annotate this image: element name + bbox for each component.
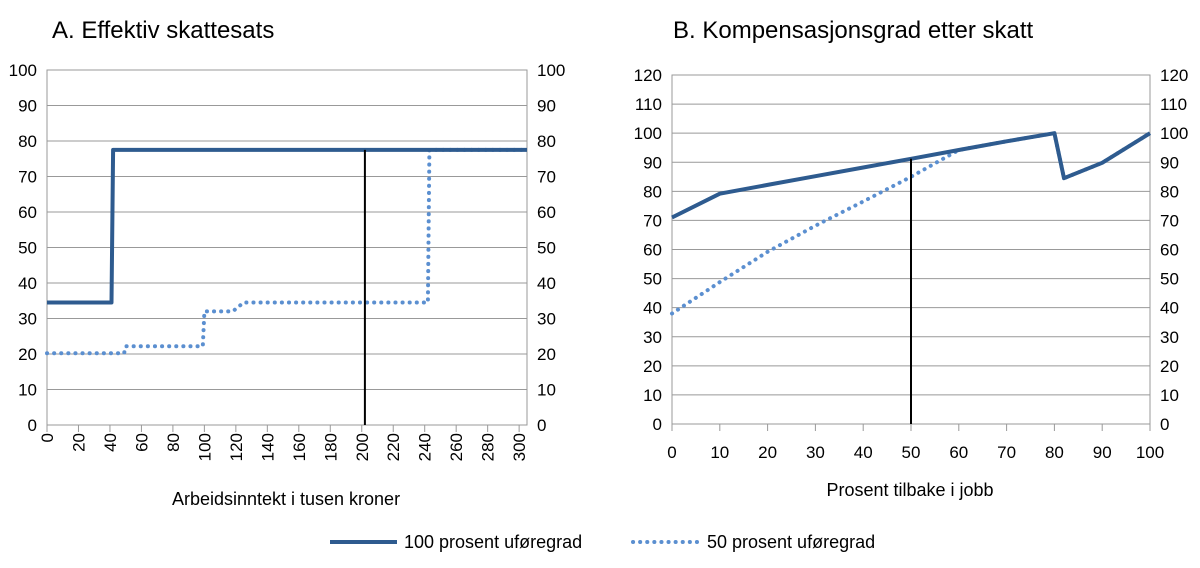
panel-a-ytick-right: 100: [537, 61, 565, 80]
panel-b-ytick-left: 0: [653, 415, 662, 434]
legend-label-50: 50 prosent uføregrad: [707, 532, 875, 552]
panel-a-xtick-label: 300: [510, 433, 529, 461]
panel-b-ytick-right: 40: [1160, 299, 1179, 318]
panel-b-ytick-right: 20: [1160, 357, 1179, 376]
panel-b-xtick-label: 0: [667, 443, 676, 462]
panel-b-xtick-label: 40: [854, 443, 873, 462]
panel-a-ytick-left: 40: [18, 274, 37, 293]
panel-a-ytick-left: 80: [18, 132, 37, 151]
panel-b-ytick-left: 10: [643, 386, 662, 405]
panel-b-xtick-label: 50: [902, 443, 921, 462]
panel-a-ytick-left: 70: [18, 168, 37, 187]
panel-b-series-100: [671, 131, 1152, 220]
panel-b-ytick-left: 120: [634, 66, 662, 85]
legend-label-100: 100 prosent uføregrad: [404, 532, 582, 552]
panel-a-xtick-label: 120: [227, 433, 246, 461]
panel-b-ytick-right: 100: [1160, 124, 1188, 143]
panel-b-ytick-left: 60: [643, 241, 662, 260]
panel-b-ytick-left: 40: [643, 299, 662, 318]
panel-a-xtick-label: 0: [38, 433, 57, 442]
panel-a-xtick-label: 60: [132, 433, 151, 452]
panel-a: A. Effektiv skattesats Arbeidsinntekt i …: [9, 17, 566, 509]
panel-a-ytick-right: 70: [537, 168, 556, 187]
panel-b-xtick-label: 70: [997, 443, 1016, 462]
panel-b-ytick-left: 80: [643, 182, 662, 201]
panel-a-xtick-label: 240: [416, 433, 435, 461]
panel-a-ytick-left: 20: [18, 345, 37, 364]
panel-a-ytick-right: 30: [537, 310, 556, 329]
panel-b-ytick-left: 30: [643, 328, 662, 347]
panel-b-xtick-label: 10: [710, 443, 729, 462]
panel-a-ytick-left: 50: [18, 239, 37, 258]
panel-a-xtick-label: 140: [258, 433, 277, 461]
panel-b-ytick-right: 50: [1160, 270, 1179, 289]
panel-b-ytick-right: 90: [1160, 153, 1179, 172]
panel-b-xtick-label: 60: [949, 443, 968, 462]
panel-a-xtick-label: 180: [321, 433, 340, 461]
panel-a-xtick-label: 80: [164, 433, 183, 452]
panel-b-ytick-right: 10: [1160, 386, 1179, 405]
panel-a-xtick-label: 280: [479, 433, 498, 461]
panel-b-ytick-left: 90: [643, 153, 662, 172]
panel-a-xtick-label: 160: [290, 433, 309, 461]
panel-a-ytick-left: 100: [9, 61, 37, 80]
panel-a-ytick-left: 90: [18, 97, 37, 116]
panel-a-ytick-left: 0: [28, 416, 37, 435]
panel-a-ytick-right: 40: [537, 274, 556, 293]
panel-a-ytick-left: 10: [18, 381, 37, 400]
panel-b-ytick-right: 110: [1160, 95, 1187, 114]
panel-a-ytick-right: 50: [537, 239, 556, 258]
panel-b-xlabel: Prosent tilbake i jobb: [826, 480, 993, 500]
panel-a-ytick-left: 30: [18, 310, 37, 329]
panel-a-ytick-right: 10: [537, 381, 556, 400]
panel-b-ytick-right: 60: [1160, 241, 1179, 260]
panel-b: B. Kompensasjonsgrad etter skatt Prosent…: [634, 17, 1189, 500]
panel-a-xlabel: Arbeidsinntekt i tusen kroner: [172, 489, 400, 509]
panel-b-ytick-left: 100: [634, 124, 662, 143]
panel-b-ytick-left: 110: [635, 95, 662, 114]
panel-b-xtick-label: 80: [1045, 443, 1064, 462]
panel-a-ytick-right: 90: [537, 97, 556, 116]
panel-a-xtick-label: 40: [101, 433, 120, 452]
panel-b-ytick-right: 70: [1160, 211, 1179, 230]
panel-a-title: A. Effektiv skattesats: [52, 17, 274, 44]
panel-b-ytick-left: 20: [643, 357, 662, 376]
panel-a-xtick-label: 260: [447, 433, 466, 461]
panel-b-xtick-label: 90: [1093, 443, 1112, 462]
panel-b-ytick-left: 50: [643, 270, 662, 289]
panel-a-ytick-left: 60: [18, 203, 37, 222]
panel-a-xtick-label: 200: [353, 433, 372, 461]
panel-a-series-100: [47, 147, 527, 305]
panel-b-xtick-label: 30: [806, 443, 825, 462]
panel-b-ytick-left: 70: [643, 211, 662, 230]
panel-a-ytick-right: 80: [537, 132, 556, 151]
panel-b-ytick-right: 120: [1160, 66, 1188, 85]
panel-a-xtick-label: 100: [195, 433, 214, 461]
panel-a-ytick-right: 60: [537, 203, 556, 222]
panel-b-ytick-right: 0: [1160, 415, 1169, 434]
panel-b-ytick-right: 80: [1160, 182, 1179, 201]
panel-a-xtick-label: 20: [69, 433, 88, 452]
panel-a-xtick-label: 220: [384, 433, 403, 461]
panel-a-ytick-right: 0: [537, 416, 546, 435]
panel-b-title: B. Kompensasjonsgrad etter skatt: [673, 17, 1034, 44]
panel-a-ytick-right: 20: [537, 345, 556, 364]
panel-b-ytick-right: 30: [1160, 328, 1179, 347]
panel-b-xtick-label: 20: [758, 443, 777, 462]
legend: 100 prosent uføregrad 50 prosent uføregr…: [330, 532, 875, 552]
panel-b-xtick-label: 100: [1136, 443, 1164, 462]
